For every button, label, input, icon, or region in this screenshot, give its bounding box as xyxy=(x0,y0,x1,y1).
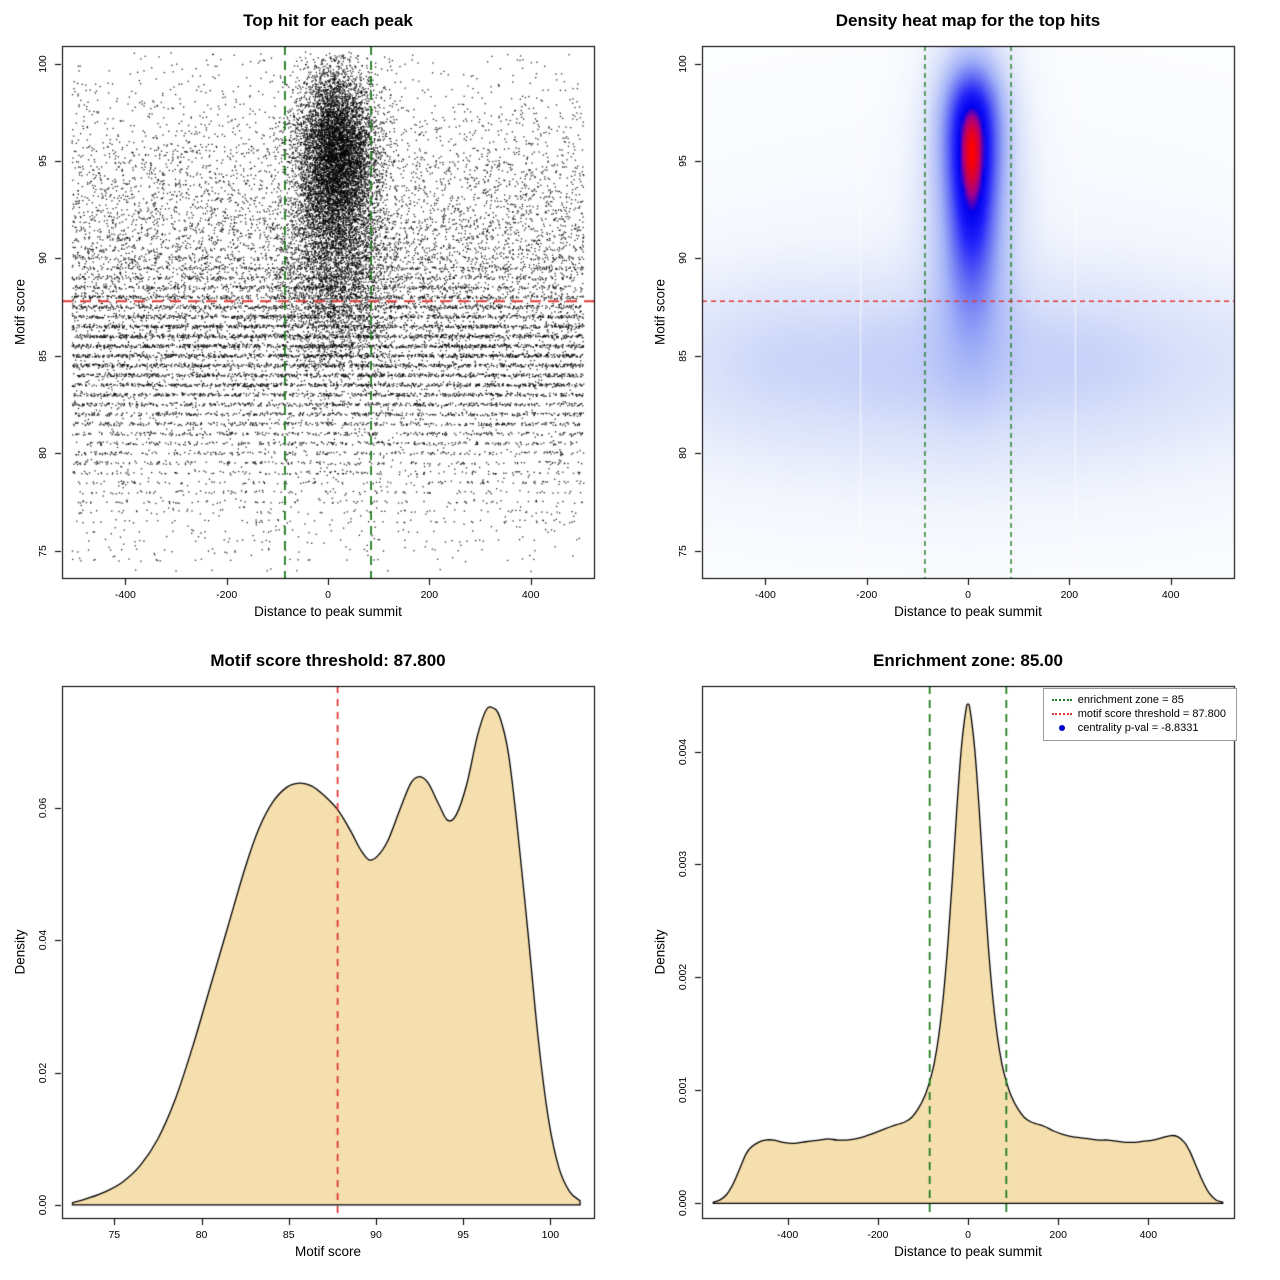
y-tick-label: 0.002 xyxy=(677,964,689,991)
panel-density-heatmap: Density heat map for the top hits Distan… xyxy=(640,0,1280,640)
x-tick-label: 85 xyxy=(282,1229,295,1241)
y-tick-label: 100 xyxy=(677,54,689,73)
y-tick-label: 90 xyxy=(37,252,49,265)
y-tick-label: 85 xyxy=(37,350,49,362)
y-axis-label: Motif score xyxy=(12,278,28,346)
y-axis-label: Density xyxy=(652,929,668,975)
x-tick-label: 400 xyxy=(1161,589,1180,601)
x-tick-label: -200 xyxy=(856,589,878,601)
x-tick-label: -400 xyxy=(114,589,136,601)
y-tick-label: 0.06 xyxy=(37,798,49,819)
chart-title: Top hit for each peak xyxy=(243,11,413,30)
y-tick-label: 75 xyxy=(677,544,689,557)
x-tick-label: 100 xyxy=(541,1229,560,1241)
y-tick-label: 95 xyxy=(677,155,689,167)
legend-label: enrichment zone = 85 xyxy=(1077,694,1184,706)
x-axis-label: Distance to peak summit xyxy=(894,604,1042,619)
x-tick-label: 90 xyxy=(370,1229,382,1241)
legend-item-centrality-pval: centrality p-val = -8.8331 xyxy=(1052,722,1226,734)
x-tick-label: 200 xyxy=(1049,1229,1067,1241)
x-tick-label: 400 xyxy=(1139,1229,1158,1241)
distance-density-plot-area xyxy=(640,640,1280,1280)
legend-item-motif-threshold: motif score threshold = 87.800 xyxy=(1051,708,1226,720)
x-tick-label: -200 xyxy=(216,589,238,601)
dotted-line-swatch-red xyxy=(1051,713,1072,715)
x-tick-label: 0 xyxy=(965,589,971,601)
legend-item-enrichment-zone: enrichment zone = 85 xyxy=(1051,694,1226,706)
x-tick-label: 0 xyxy=(325,589,331,601)
chart-title: Enrichment zone: 85.00 xyxy=(873,651,1063,670)
legend-label: centrality p-val = -8.8331 xyxy=(1077,722,1199,734)
dotted-line-swatch-green xyxy=(1051,699,1072,701)
y-tick-label: 0.004 xyxy=(677,738,689,765)
y-tick-label: 0.04 xyxy=(37,930,49,951)
y-tick-label: 0.000 xyxy=(677,1190,689,1217)
y-tick-label: 85 xyxy=(677,350,689,362)
x-tick-label: 400 xyxy=(521,589,540,601)
x-tick-label: 0 xyxy=(965,1229,971,1241)
y-tick-label: 100 xyxy=(37,54,49,73)
y-tick-label: 75 xyxy=(37,544,49,557)
panel-distance-density: Enrichment zone: 85.00 Distance to peak … xyxy=(640,640,1280,1280)
x-tick-label: 80 xyxy=(195,1229,208,1241)
y-tick-label: 95 xyxy=(37,155,49,167)
score-density-plot-area xyxy=(0,640,640,1280)
y-tick-label: 0.001 xyxy=(677,1077,689,1104)
chart-title: Density heat map for the top hits xyxy=(835,11,1101,30)
y-tick-label: 90 xyxy=(677,252,689,265)
x-tick-label: 200 xyxy=(1060,589,1079,601)
heatmap-plot-area xyxy=(640,0,1280,640)
chart-title: Motif score threshold: 87.800 xyxy=(210,651,446,670)
x-axis-label: Distance to peak summit xyxy=(254,604,402,619)
x-tick-label: 95 xyxy=(457,1229,470,1241)
y-axis-label: Density xyxy=(12,929,28,975)
x-tick-label: -400 xyxy=(777,1229,799,1241)
y-tick-label: 0.003 xyxy=(677,851,689,878)
x-tick-label: 200 xyxy=(420,589,439,601)
y-axis-label: Motif score xyxy=(652,278,668,346)
y-tick-label: 80 xyxy=(37,447,49,460)
panel-top-hit-scatter: Top hit for each peak Distance to peak s… xyxy=(0,0,640,640)
x-axis-label: Distance to peak summit xyxy=(894,1244,1042,1259)
x-axis-label: Motif score xyxy=(294,1244,362,1259)
y-tick-label: 0.00 xyxy=(37,1194,49,1215)
y-tick-label: 80 xyxy=(677,447,689,460)
point-swatch-blue xyxy=(1058,725,1065,731)
x-tick-label: -400 xyxy=(754,589,776,601)
y-tick-label: 0.02 xyxy=(37,1062,49,1083)
scatter-plot-area xyxy=(0,0,640,640)
x-tick-label: 75 xyxy=(108,1229,121,1241)
legend-label: motif score threshold = 87.800 xyxy=(1077,708,1226,720)
x-tick-label: -200 xyxy=(867,1229,889,1241)
panel-motif-score-density: Motif score threshold: 87.800 Motif scor… xyxy=(0,640,640,1280)
legend: enrichment zone = 85 motif score thresho… xyxy=(1042,688,1237,741)
